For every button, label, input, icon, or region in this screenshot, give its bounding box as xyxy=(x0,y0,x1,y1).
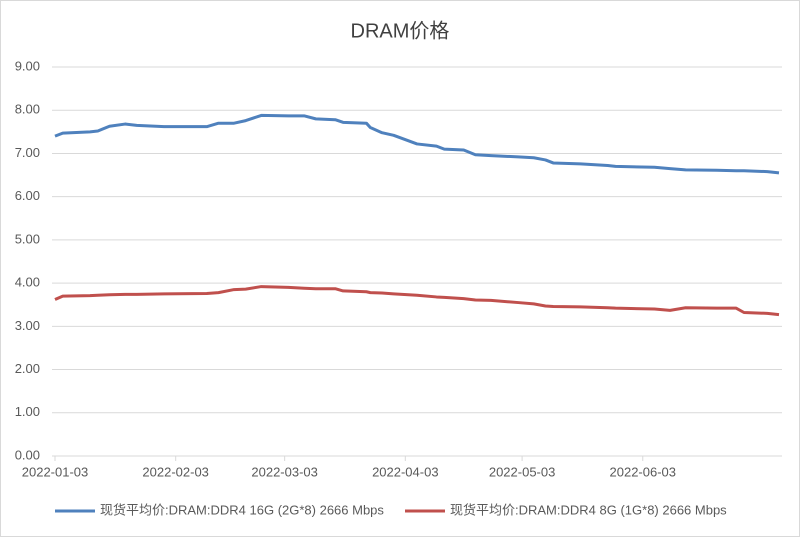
chart-title: DRAM价格 xyxy=(351,19,450,42)
y-tick-label: 3.00 xyxy=(15,318,40,333)
y-tick-label: 2.00 xyxy=(15,361,40,376)
series-line xyxy=(54,285,780,317)
y-tick-label: 8.00 xyxy=(15,102,40,117)
x-tick-label: 2022-05-03 xyxy=(489,464,556,479)
series-line xyxy=(54,113,780,175)
y-tick-label: 6.00 xyxy=(15,188,40,203)
y-tick-label: 7.00 xyxy=(15,145,40,160)
x-tick-label: 2022-01-03 xyxy=(22,464,89,479)
legend-label: 现货平均价:DRAM:DDR4 8G (1G*8) 2666 Mbps xyxy=(450,502,727,517)
x-tick-label: 2022-04-03 xyxy=(372,464,439,479)
y-tick-label: 4.00 xyxy=(15,275,40,290)
legend-label: 现货平均价:DRAM:DDR4 16G (2G*8) 2666 Mbps xyxy=(100,502,384,517)
y-tick-label: 0.00 xyxy=(15,447,40,462)
y-tick-label: 5.00 xyxy=(15,231,40,246)
x-tick-label: 2022-03-03 xyxy=(251,464,318,479)
y-tick-label: 9.00 xyxy=(15,58,40,73)
x-tick-label: 2022-06-03 xyxy=(610,464,677,479)
x-tick-label: 2022-02-03 xyxy=(142,464,209,479)
y-tick-label: 1.00 xyxy=(15,404,40,419)
